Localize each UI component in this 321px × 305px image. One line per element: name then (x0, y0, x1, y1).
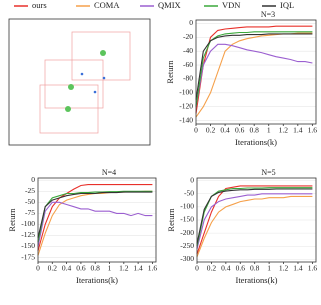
series-line (196, 187, 313, 247)
x-tick-label: 1.2 (119, 264, 129, 273)
x-tick-label: 1.4 (293, 264, 303, 273)
y-tick-label: -125 (21, 230, 35, 239)
x-tick-label: 1.4 (293, 126, 303, 135)
chart-title: N=5 (261, 168, 275, 177)
x-tick-label: 0.8 (249, 126, 259, 135)
legend-label: COMA (94, 0, 120, 10)
y-tick-label: -50 (184, 188, 194, 197)
y-tick-label: -120 (179, 101, 193, 110)
y-tick-label: -80 (183, 74, 193, 83)
y-tick-label: 0 (190, 175, 194, 184)
x-tick-label: 1.4 (133, 264, 143, 273)
agent (68, 84, 74, 90)
x-tick-label: 0.4 (220, 126, 230, 135)
legend-label: ours (32, 0, 47, 10)
x-tick-label: 0.2 (207, 264, 217, 273)
x-axis-label: Iterations(k) (235, 275, 277, 285)
series-line (37, 190, 153, 243)
series-line (195, 25, 313, 114)
legend-label: VDN (222, 0, 240, 10)
chart-title: N=3 (261, 10, 275, 19)
x-axis-label: Iterations(k) (76, 275, 118, 285)
y-tick-label: 0 (189, 18, 193, 27)
series-line (196, 193, 313, 250)
series-line (196, 195, 313, 258)
target (93, 90, 97, 94)
x-tick-label: 1.2 (279, 264, 289, 273)
series-line (195, 31, 313, 107)
plot-frame (196, 177, 317, 263)
series-line (37, 190, 153, 256)
y-tick-label: -300 (180, 254, 194, 263)
x-tick-label: 0 (195, 264, 199, 273)
x-tick-label: 0.4 (221, 264, 231, 273)
x-axis-label: Iterations(k) (235, 137, 277, 147)
y-tick-label: -150 (21, 241, 35, 250)
series-line (195, 33, 313, 100)
y-tick-label: 0 (31, 175, 35, 184)
y-tick-label: -100 (179, 88, 193, 97)
x-tick-label: 0.6 (235, 126, 245, 135)
y-tick-label: -60 (183, 60, 193, 69)
y-axis-label: Return (7, 208, 17, 232)
series-line (195, 32, 313, 118)
plot-frame (195, 19, 317, 125)
legend-label: IQL (280, 0, 294, 10)
x-tick-label: 0.6 (236, 264, 246, 273)
x-tick-label: 0.2 (206, 126, 216, 135)
x-tick-label: 0.6 (76, 264, 86, 273)
x-tick-label: 1.2 (279, 126, 289, 135)
x-tick-label: 0.8 (91, 264, 101, 273)
x-tick-label: 0 (194, 126, 198, 135)
y-tick-label: -140 (179, 115, 193, 124)
legend-label: QMIX (158, 0, 181, 10)
x-tick-label: 0.2 (48, 264, 58, 273)
target (80, 72, 84, 76)
scene-diagram (8, 18, 151, 146)
series-line (37, 201, 153, 247)
x-tick-label: 1 (267, 264, 271, 273)
region (71, 31, 131, 81)
y-tick-label: -200 (180, 228, 194, 237)
y-tick-label: -40 (183, 46, 193, 55)
plot-frame (37, 177, 157, 263)
y-tick-label: -175 (21, 252, 35, 261)
y-tick-label: -100 (180, 202, 194, 211)
x-tick-label: 0.4 (62, 264, 72, 273)
x-tick-label: 1.6 (308, 126, 318, 135)
y-tick-label: -50 (25, 197, 35, 206)
y-tick-label: -150 (180, 215, 194, 224)
y-tick-label: -250 (180, 241, 194, 250)
x-tick-label: 1.6 (148, 264, 158, 273)
series-line (37, 191, 153, 238)
y-tick-label: -20 (183, 32, 193, 41)
series-line (196, 185, 313, 255)
target (102, 76, 106, 80)
x-tick-label: 1.6 (308, 264, 318, 273)
series-line (37, 184, 153, 252)
region (44, 59, 104, 109)
diagram-frame (8, 18, 151, 146)
x-tick-label: 0.8 (250, 264, 260, 273)
y-tick-label: -75 (25, 208, 35, 217)
agent (100, 50, 106, 56)
series-line (196, 188, 313, 244)
y-axis-label: Return (166, 208, 176, 232)
x-tick-label: 1 (267, 126, 271, 135)
y-axis-label: Return (165, 60, 175, 84)
y-tick-label: -25 (25, 186, 35, 195)
x-tick-label: 1 (108, 264, 112, 273)
x-tick-label: 0 (36, 264, 40, 273)
y-tick-label: -100 (21, 219, 35, 228)
series-line (195, 43, 313, 107)
agent (65, 106, 71, 112)
chart-title: N=4 (102, 168, 116, 177)
